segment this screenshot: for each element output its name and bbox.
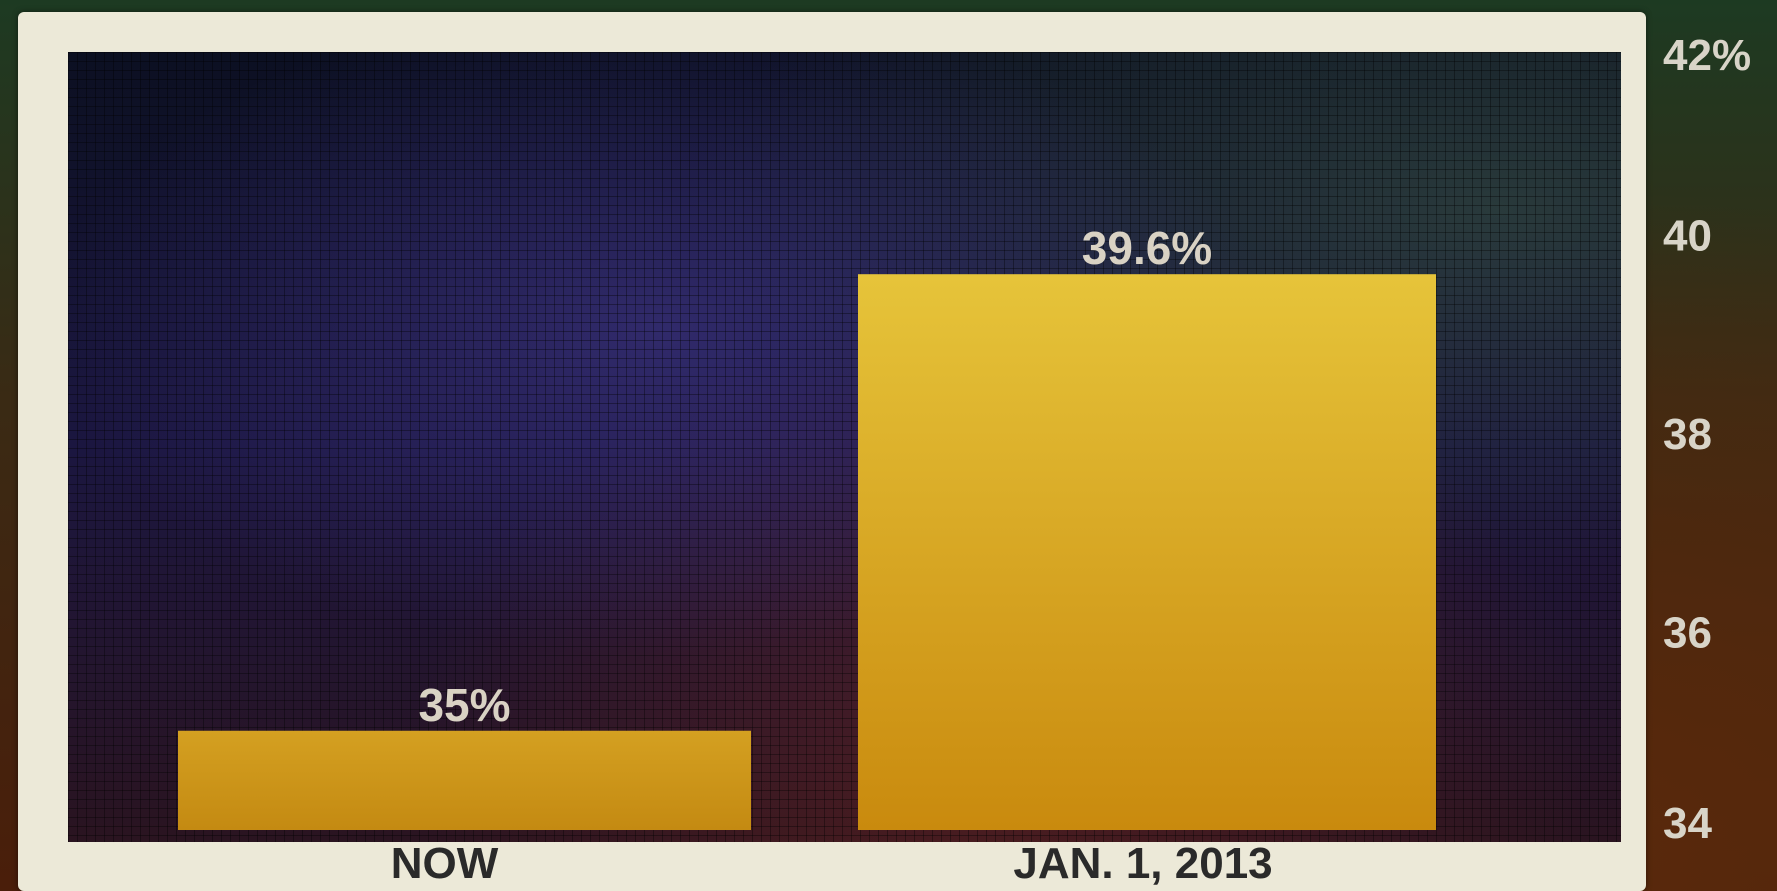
- bar-value-label-0: 35%: [418, 679, 510, 731]
- y-tick-label-0: 34: [1663, 799, 1712, 848]
- bar-0: [178, 730, 751, 830]
- y-tick-label-2: 38: [1663, 410, 1712, 459]
- category-label-0: NOW: [391, 839, 499, 888]
- value-labels-layer: 35% 39.6%: [418, 222, 1212, 731]
- y-axis: 34 36 38 40 42%: [1663, 31, 1751, 848]
- category-label-1: JAN. 1, 2013: [1013, 839, 1272, 888]
- bar-value-label-1: 39.6%: [1082, 222, 1212, 274]
- y-tick-label-4: 42%: [1663, 31, 1751, 80]
- bar-1: [858, 274, 1436, 830]
- bars-layer: [178, 274, 1436, 830]
- category-labels-layer: NOW JAN. 1, 2013: [391, 839, 1273, 888]
- y-tick-label-1: 36: [1663, 609, 1712, 658]
- y-tick-label-3: 40: [1663, 212, 1712, 261]
